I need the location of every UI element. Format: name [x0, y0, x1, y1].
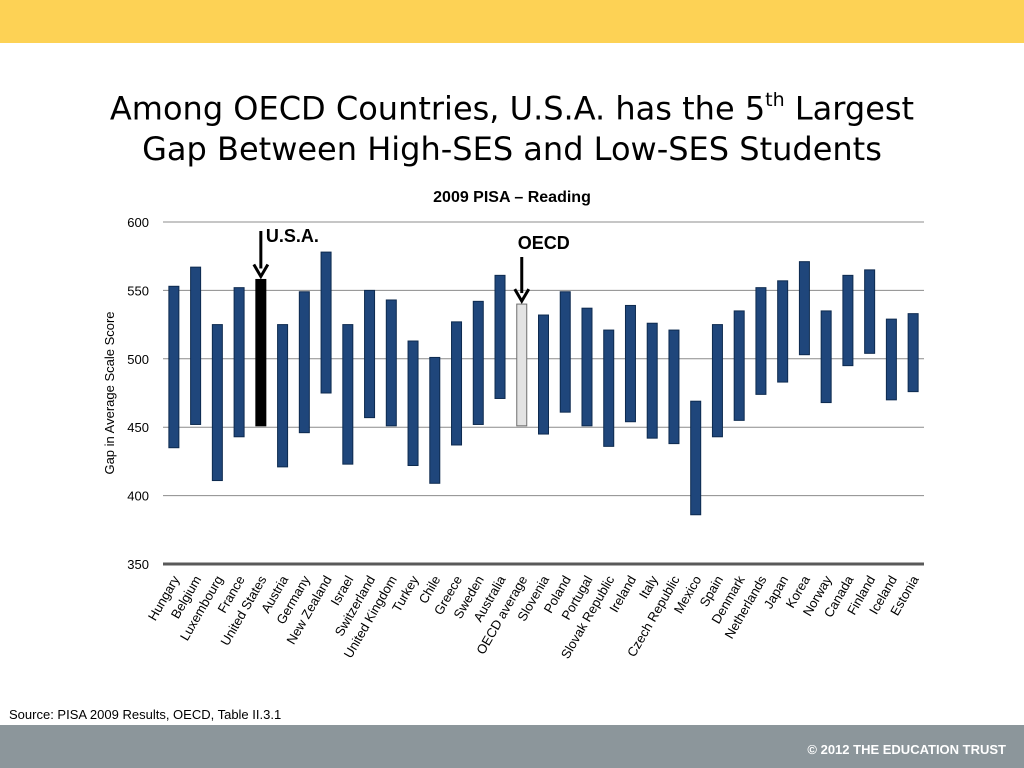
y-tick-label: 450: [127, 420, 149, 435]
bar: [472, 300, 484, 425]
bar: [364, 289, 376, 419]
bar: [711, 324, 723, 438]
source-note: Source: PISA 2009 Results, OECD, Table I…: [9, 707, 282, 722]
y-tick-label: 400: [127, 489, 149, 504]
title-line-1: Among OECD Countries, U.S.A. has the 5th…: [40, 82, 984, 129]
y-tick-label: 550: [127, 283, 149, 298]
bar: [603, 329, 615, 447]
bar: [842, 274, 854, 367]
y-tick-label: 500: [127, 352, 149, 367]
bar: [451, 321, 463, 446]
y-tick-label: 350: [127, 557, 149, 572]
annotations: U.S.A. OECD: [252, 226, 570, 305]
bar: [407, 340, 419, 467]
annotation-label: OECD: [518, 233, 570, 253]
bottom-footer-band: [0, 725, 1024, 768]
bar-united-states: [255, 278, 267, 427]
bar: [429, 356, 441, 484]
bar: [864, 269, 876, 354]
title-superscript: th: [765, 89, 785, 111]
bar: [211, 324, 223, 482]
bar: [168, 285, 180, 449]
bar: [190, 266, 202, 425]
bar: [907, 313, 919, 393]
bar: [233, 287, 245, 438]
top-accent-band: [0, 0, 1024, 43]
bar: [755, 287, 767, 395]
title-text-end: Largest: [784, 89, 915, 128]
bar: [298, 291, 310, 434]
title-line-2: Gap Between High-SES and Low-SES Student…: [142, 129, 882, 168]
annotation-arrow-head: [252, 263, 270, 280]
bar: [559, 291, 571, 413]
bars: [168, 251, 919, 516]
y-axis-label: Gap in Average Scale Score: [102, 311, 117, 474]
bar: [885, 318, 897, 401]
bar: [277, 324, 289, 468]
bar: [733, 310, 745, 421]
annotation-arrow-head: [513, 288, 531, 305]
title-text: Among OECD Countries, U.S.A. has the 5: [109, 89, 766, 128]
annotation-label: U.S.A.: [266, 226, 319, 246]
copyright-text: © 2012 THE EDUCATION TRUST: [807, 742, 1006, 757]
y-tick-label: 600: [127, 215, 149, 230]
bar: [342, 324, 354, 465]
bar: [690, 400, 702, 516]
bar: [777, 280, 789, 383]
bar: [668, 329, 680, 445]
bar: [320, 251, 332, 394]
bar: [646, 322, 658, 439]
slide-title: Among OECD Countries, U.S.A. has the 5th…: [40, 82, 984, 169]
gap-chart: 2009 PISA – Reading 350 400 450 500 550 600 G…: [102, 189, 924, 661]
bar: [385, 299, 397, 427]
bar: [494, 274, 506, 399]
bar: [581, 307, 593, 427]
bar: [798, 261, 810, 356]
chart-title: 2009 PISA – Reading: [433, 189, 591, 206]
bar-oecd-average: [516, 303, 528, 427]
bar: [538, 314, 549, 435]
y-axis: 350 400 450 500 550 600: [127, 215, 149, 572]
bar: [624, 304, 636, 423]
bar: [820, 310, 832, 404]
